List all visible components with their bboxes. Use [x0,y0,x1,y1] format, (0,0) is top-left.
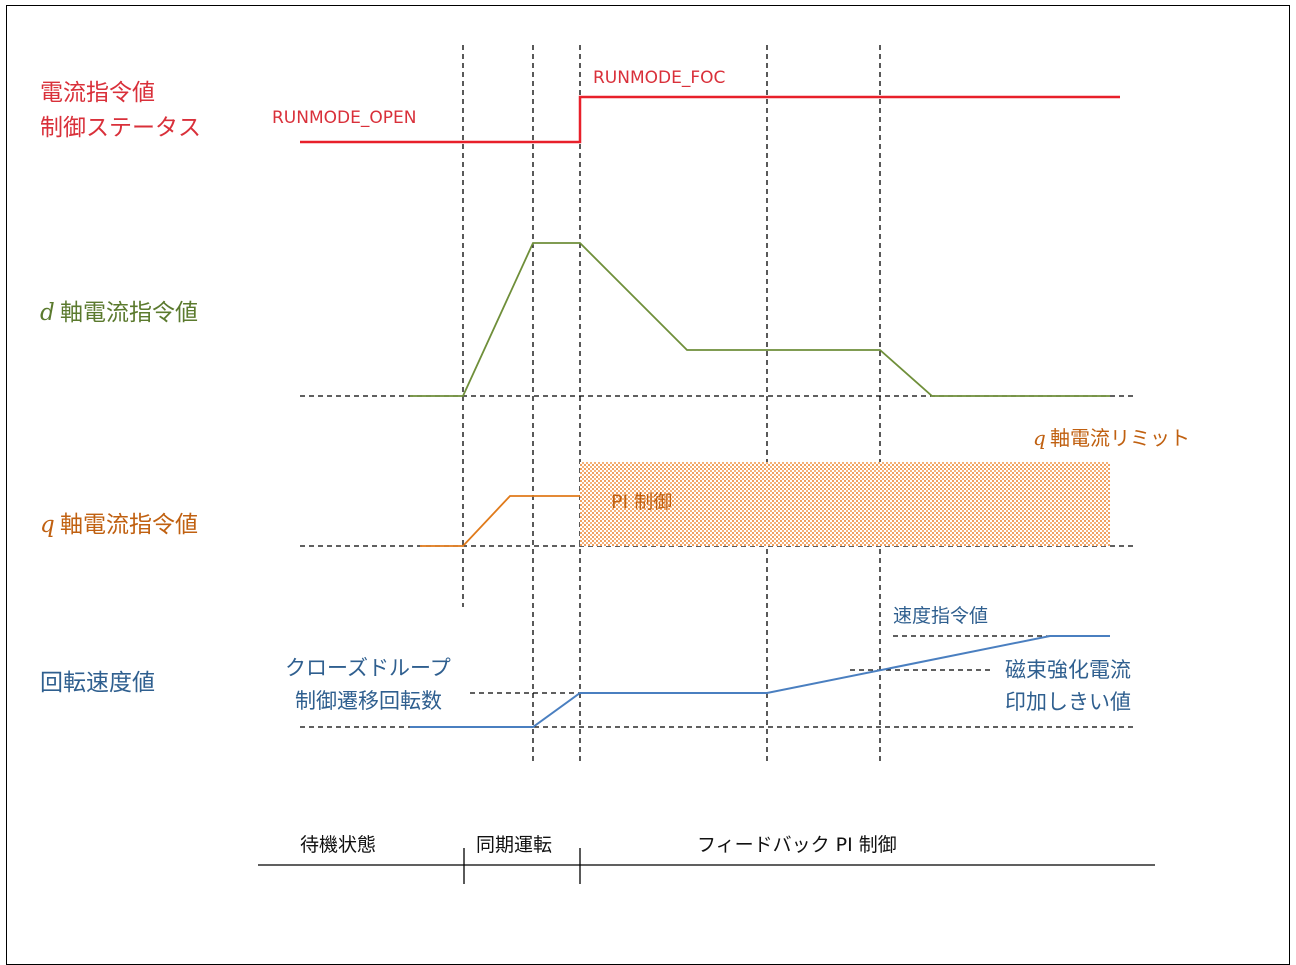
phase-axis [258,848,1155,884]
q-limit-prefix: q [1033,426,1046,450]
d-axis-command-line [410,242,1110,397]
q-axis-title: 軸電流指令値 [60,512,198,538]
phase-standby-label: 待機状態 [300,834,376,856]
status-step-line [300,95,1120,144]
runmode-open-label: RUNMODE_OPEN [272,108,416,128]
closeloop-label-line2: 制御遷移回転数 [295,689,442,713]
q-limit-label: 軸電流リミット [1050,426,1190,450]
runmode-foc-label: RUNMODE_FOC [593,68,725,88]
speed-command-label: 速度指令値 [893,605,988,627]
flux-label-line2: 印加しきい値 [1005,690,1131,714]
speed-value-line [410,635,1110,728]
q-axis-command-line [420,495,580,547]
flux-label-line1: 磁束強化電流 [1005,658,1131,682]
phase-guides [462,45,881,765]
speed-title: 回転速度値 [40,670,155,696]
status-title-line1: 電流指令値 [40,80,155,106]
d-axis-prefix: d [40,300,55,326]
q-axis-limit-area [580,462,1110,546]
status-title-line2: 制御ステータス [40,115,201,141]
pi-control-label: PI 制御 [611,491,672,513]
phase-sync-label: 同期運転 [476,834,552,856]
closeloop-label-line1: クローズドループ [285,656,451,680]
phase-feedback-label: フィードバック PI 制御 [697,834,897,856]
q-axis-prefix: q [40,512,55,538]
timing-diagram: 電流指令値 制御ステータス RUNMODE_OPEN RUNMODE_FOC d… [40,45,1190,884]
d-axis-title: 軸電流指令値 [60,300,198,326]
